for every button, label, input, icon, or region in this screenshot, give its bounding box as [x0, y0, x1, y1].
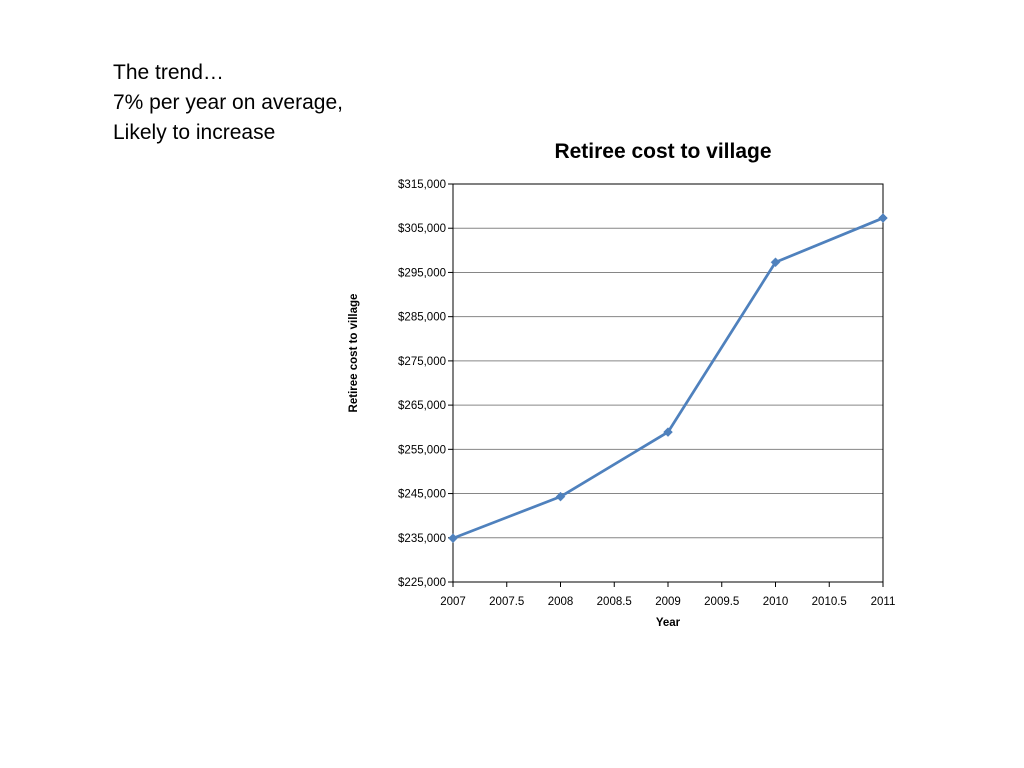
axis-ticks [448, 183, 884, 587]
y-tick-label: $285,000 [398, 312, 446, 324]
x-tick-label: 2010.5 [812, 596, 847, 608]
slide-text-line-2: 7% per year on average, [113, 91, 343, 114]
y-tick-label: $245,000 [398, 489, 446, 501]
x-tick-label: 2007.5 [489, 596, 524, 608]
x-tick-label: 2008.5 [597, 596, 632, 608]
y-axis-title: Retiree cost to village [348, 294, 360, 413]
data-point-marker [663, 427, 673, 437]
data-point-marker [448, 533, 458, 544]
y-tick-label: $255,000 [398, 444, 446, 456]
chart-title: Retiree cost to village [554, 140, 771, 163]
y-tick-label: $265,000 [398, 400, 446, 412]
series-line [451, 216, 885, 540]
y-tick-label: $275,000 [398, 356, 446, 368]
y-tick-label: $305,000 [398, 223, 446, 235]
data-point-marker [555, 491, 566, 502]
x-tick-label: 2008 [548, 596, 574, 608]
y-tick-label: $235,000 [398, 533, 446, 545]
gridlines [453, 227, 883, 539]
y-tick-label: $295,000 [398, 267, 446, 279]
data-point-marker [770, 257, 781, 268]
x-tick-label: 2010 [763, 596, 789, 608]
slide-text: The trend… 7% per year on average, Likel… [113, 58, 343, 148]
y-tick-label: $315,000 [398, 179, 446, 191]
slide-text-line-3: Likely to increase [113, 121, 276, 144]
y-tick-label: $225,000 [398, 577, 446, 589]
x-tick-label: 2007 [440, 596, 466, 608]
x-tick-label: 2009 [655, 596, 681, 608]
data-point-marker [878, 213, 888, 223]
x-tick-label: 2009.5 [704, 596, 739, 608]
x-axis-title: Year [656, 617, 681, 629]
series-layer [448, 213, 888, 544]
slide-text-line-1: The trend… [113, 61, 224, 84]
x-axis-tick-labels: 2007 2007.5 2008 2008.5 2009 2009.5 2010 2010.5… [440, 596, 895, 608]
x-tick-label: 2011 [871, 596, 896, 608]
y-axis-tick-labels: $225,000 $235,000 $245,000 $255,000 $265,000… [398, 179, 446, 589]
